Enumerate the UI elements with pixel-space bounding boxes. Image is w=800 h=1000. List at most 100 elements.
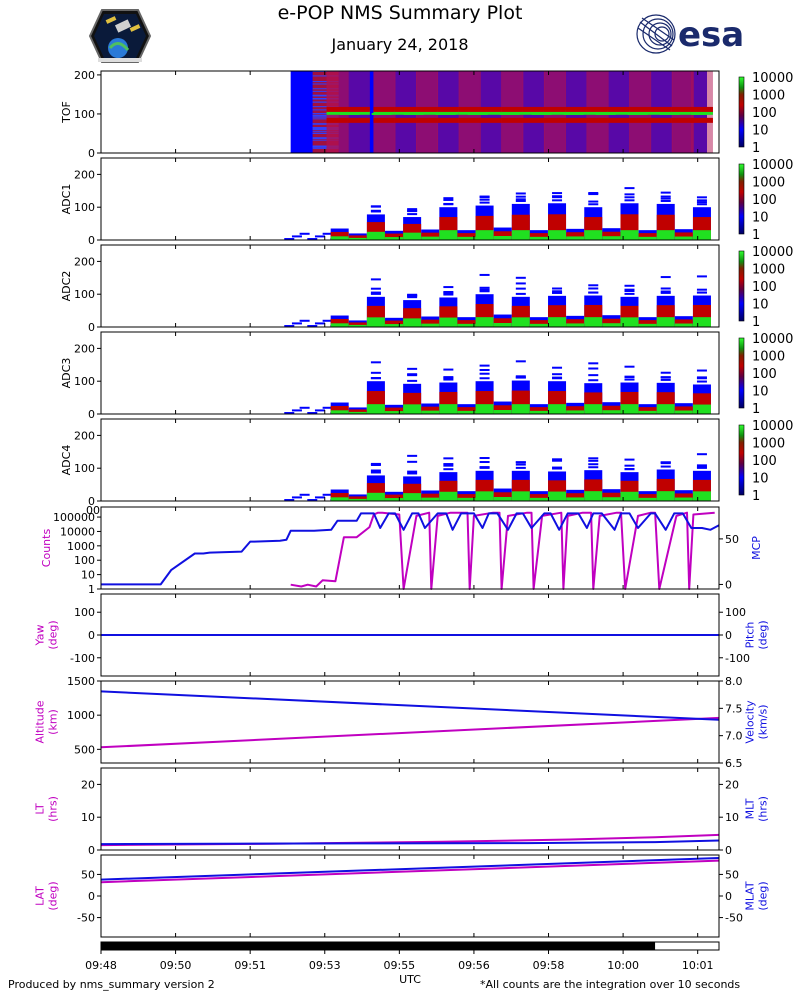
colorbar bbox=[738, 76, 745, 148]
tof-noise-line bbox=[312, 128, 339, 130]
adc-bar-mid bbox=[330, 492, 349, 501]
tof-burst-band bbox=[394, 106, 417, 112]
adc-dash bbox=[515, 287, 526, 290]
adc-dash bbox=[479, 461, 490, 464]
adc-dash bbox=[588, 379, 599, 382]
adc-bar-high bbox=[638, 410, 657, 414]
adc-dash bbox=[660, 276, 671, 279]
adc-bar-mid bbox=[348, 322, 367, 327]
adc-bar-high bbox=[439, 317, 458, 327]
adc-dash bbox=[407, 379, 418, 382]
adc-bar-high bbox=[620, 230, 639, 240]
colorbar-label: 10000 bbox=[752, 158, 793, 173]
y-tick-label-right: -100 bbox=[725, 652, 750, 665]
tof-noise-line bbox=[312, 123, 339, 125]
adc-bar-high bbox=[439, 491, 458, 501]
adc-bar-high bbox=[620, 491, 639, 501]
tof-burst-band bbox=[479, 117, 502, 123]
tof-burst-band bbox=[522, 117, 545, 123]
esa-logo-icon: esa bbox=[636, 14, 744, 55]
adc-bar-high bbox=[529, 323, 548, 327]
tof-noise-line bbox=[312, 106, 339, 108]
adc-dash bbox=[660, 465, 671, 468]
adc-dash bbox=[479, 288, 490, 291]
right-axis-label: MCP bbox=[750, 536, 763, 560]
adc-dash bbox=[515, 282, 526, 285]
adc-dash bbox=[407, 209, 418, 212]
adc-bar-high bbox=[403, 493, 422, 501]
tof-noise-line bbox=[312, 129, 339, 131]
left-axis-label-line: LT bbox=[34, 803, 47, 815]
adc-dash bbox=[624, 375, 635, 378]
tof-noise-line bbox=[312, 137, 339, 139]
adc-dash bbox=[552, 373, 563, 376]
colorbar-label: 1000 bbox=[752, 176, 785, 191]
adc-bar-mid bbox=[674, 319, 693, 327]
adc-bar-high bbox=[421, 497, 440, 501]
y-tick-label-right: 50 bbox=[725, 533, 739, 546]
series-mlt bbox=[100, 839, 720, 846]
adc-bar-high bbox=[403, 404, 422, 414]
tof-burst-peak bbox=[671, 110, 694, 115]
colorbar-label: 100 bbox=[752, 106, 777, 121]
y-tick-label: 100 bbox=[74, 462, 95, 475]
adc-dash bbox=[515, 195, 526, 198]
tof-burst-band bbox=[543, 117, 566, 123]
tof-burst-peak bbox=[607, 110, 630, 115]
right-axis-label-line: Pitch bbox=[744, 622, 757, 649]
y-tick-label-left: 100 bbox=[74, 554, 95, 567]
adc-bar-mid bbox=[330, 405, 349, 414]
adc-dash bbox=[370, 361, 381, 364]
adc-bar-high bbox=[330, 323, 349, 327]
tof-burst-band bbox=[650, 106, 673, 112]
right-axis-label: MLT (hrs) bbox=[744, 796, 770, 822]
adc-bar-high bbox=[656, 491, 675, 501]
tof-noise-line bbox=[312, 90, 339, 92]
y-tick-label: 0 bbox=[88, 147, 95, 160]
adc-bar-high bbox=[511, 404, 530, 414]
y-tick-label-left: -100 bbox=[70, 652, 95, 665]
tof-noise-line bbox=[312, 116, 339, 118]
series-lat bbox=[100, 859, 720, 884]
right-axis-label: MLAT (deg) bbox=[744, 881, 770, 911]
adc-speck bbox=[291, 496, 302, 499]
adc-dash bbox=[479, 198, 490, 201]
adc-bar-high bbox=[385, 498, 404, 501]
colorbar-label: 1000 bbox=[752, 437, 785, 452]
y-tick-label-left: -50 bbox=[77, 912, 95, 925]
y-axis-label-line: ADC3 bbox=[60, 358, 73, 389]
y-axis-label-line: ADC2 bbox=[60, 271, 73, 302]
footer-version: Produced by nms_summary version 2 bbox=[8, 978, 215, 991]
colorbar-label: 1 bbox=[752, 141, 760, 156]
adc-bar-high bbox=[674, 236, 693, 240]
adc-dash bbox=[370, 278, 381, 281]
panel-altitude-velocity: 500 1000 1500 6.5 7.0 7.5 8.0 Altitude (km) Veloc… bbox=[34, 675, 770, 770]
adc-dash bbox=[660, 290, 671, 293]
adc-bar-high bbox=[602, 236, 621, 240]
adc-bar-high bbox=[330, 497, 349, 501]
left-axis-label-line: (km) bbox=[47, 709, 60, 735]
adc-dash bbox=[660, 195, 671, 198]
x-axis-label: UTC bbox=[399, 973, 421, 986]
tof-burst-band bbox=[629, 106, 652, 112]
adc-dash bbox=[479, 290, 490, 293]
y-axis-label-line: TOF bbox=[60, 101, 73, 124]
adc-speck bbox=[322, 406, 333, 409]
adc-dash bbox=[552, 291, 563, 294]
adc-bar-high bbox=[475, 230, 494, 240]
adc-dash bbox=[624, 458, 635, 461]
adc-bar-high bbox=[421, 236, 440, 240]
adc-speck bbox=[284, 412, 295, 415]
tof-burst-band bbox=[690, 106, 713, 112]
plot-date: January 24, 2018 bbox=[331, 35, 469, 54]
adc-bar-high bbox=[602, 410, 621, 414]
adc-speck bbox=[322, 319, 333, 322]
adc-dash bbox=[370, 371, 381, 374]
adc-dash bbox=[588, 284, 599, 287]
y-tick-label-right: 0 bbox=[725, 890, 732, 903]
y-tick-label: 100 bbox=[74, 108, 95, 121]
left-axis-label: LT (hrs) bbox=[34, 796, 60, 822]
adc-dash bbox=[588, 291, 599, 294]
